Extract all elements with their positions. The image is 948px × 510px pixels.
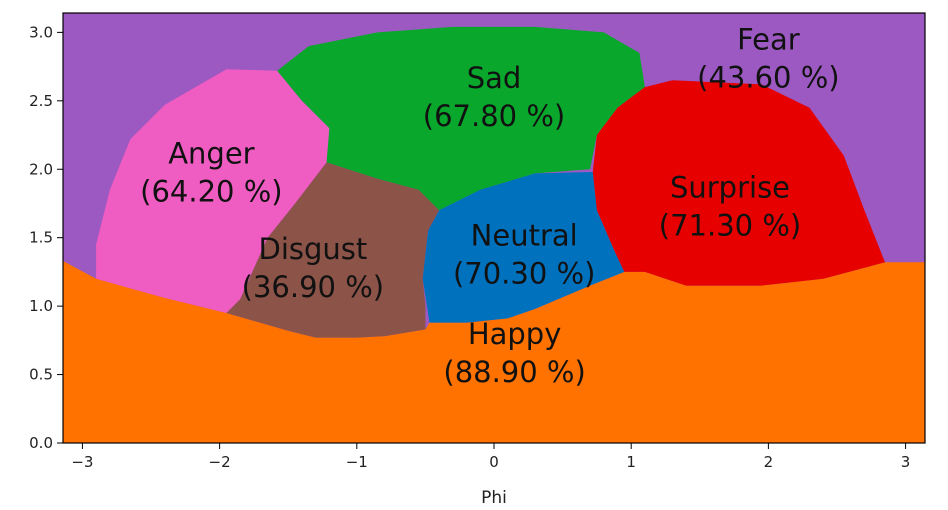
- region-layer: [63, 13, 925, 443]
- region-name-anger: Anger: [168, 136, 254, 170]
- y-axis: 0.0 0.5 1.0 1.5 2.0 2.5 3.0: [29, 23, 63, 452]
- x-tick-label: 0: [489, 453, 499, 471]
- y-tick-label: 0.0: [29, 434, 53, 452]
- region-percent-fear: (43.60 %): [697, 61, 839, 95]
- label-layer: Fear (43.60 %) Happy (88.90 %) Anger (64.20 %…: [140, 23, 839, 389]
- region-disgust: [226, 162, 440, 338]
- region-name-surprise: Surprise: [670, 171, 790, 205]
- region-sad: [277, 26, 645, 211]
- region-surprise: [592, 80, 885, 286]
- region-name-happy: Happy: [468, 317, 562, 351]
- x-tick-label: −3: [71, 453, 93, 471]
- region-percent-anger: (64.20 %): [140, 174, 282, 208]
- region-name-fear: Fear: [737, 23, 800, 57]
- region-percent-sad: (67.80 %): [423, 99, 565, 133]
- x-tick-label: 2: [764, 453, 774, 471]
- region-neutral: [422, 172, 625, 323]
- x-tick-label: −1: [346, 453, 368, 471]
- x-tick-label: 1: [626, 453, 636, 471]
- y-tick-label: 3.0: [29, 23, 53, 41]
- region-happy: [63, 261, 925, 443]
- x-axis-label: Phi: [481, 488, 507, 508]
- x-tick-label: 3: [901, 453, 911, 471]
- region-percent-happy: (88.90 %): [443, 355, 585, 389]
- region-percent-surprise: (71.30 %): [659, 209, 801, 243]
- region-name-sad: Sad: [467, 61, 522, 95]
- region-anger: [96, 69, 330, 313]
- region-name-neutral: Neutral: [471, 218, 578, 252]
- region-percent-disgust: (36.90 %): [242, 270, 384, 304]
- y-tick-label: 0.5: [29, 366, 53, 384]
- x-tick-label: −2: [209, 453, 231, 471]
- y-tick-label: 1.5: [29, 229, 53, 247]
- region-name-disgust: Disgust: [259, 232, 368, 266]
- y-tick-label: 2.5: [29, 92, 53, 110]
- y-tick-label: 1.0: [29, 297, 53, 315]
- x-axis: −3 −2 −1 0 1 2 3: [71, 443, 910, 471]
- y-tick-label: 2.0: [29, 160, 53, 178]
- region-percent-neutral: (70.30 %): [453, 256, 595, 290]
